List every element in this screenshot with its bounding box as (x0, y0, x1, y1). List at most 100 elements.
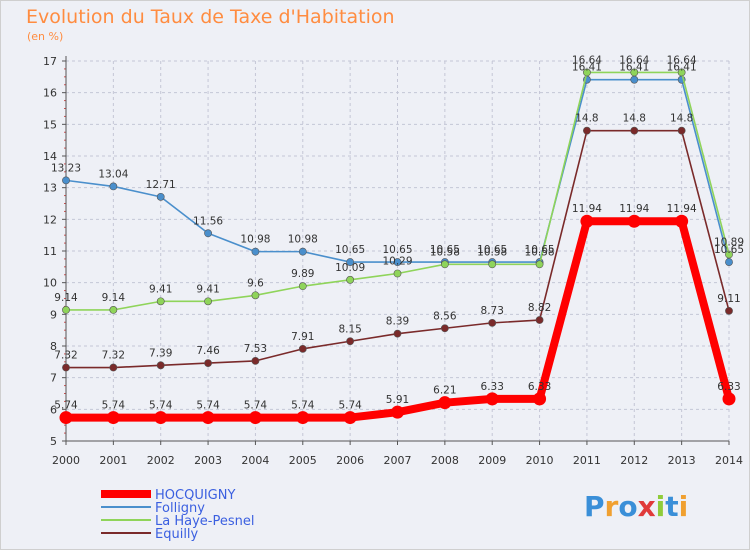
data-point (156, 192, 165, 201)
data-point (438, 396, 452, 410)
data-label: 10.65 (335, 244, 365, 256)
legend-label: Equilly (155, 527, 199, 542)
data-label: 14.8 (575, 113, 598, 125)
y-tick-label: 8 (50, 340, 57, 353)
proxiti-logo: Proxiti (584, 490, 689, 523)
data-label: 10.29 (382, 255, 412, 267)
data-point (627, 214, 641, 228)
x-tick-label: 2014 (715, 454, 743, 467)
x-tick-label: 2005 (289, 454, 317, 467)
data-label: 7.39 (149, 347, 172, 359)
data-label: 9.11 (717, 293, 740, 305)
data-point (346, 258, 355, 266)
y-tick-label: 12 (43, 213, 57, 226)
data-point (440, 260, 449, 269)
data-label: 5.74 (149, 400, 173, 412)
data-point (298, 247, 307, 256)
y-tick-label: 16 (43, 87, 57, 100)
data-label: 9.14 (102, 292, 126, 304)
x-tick-label: 2001 (99, 454, 127, 467)
x-tick-label: 2008 (431, 454, 459, 467)
data-point (393, 258, 402, 266)
data-label: 5.91 (386, 394, 409, 406)
data-label: 7.53 (244, 343, 267, 355)
data-point (298, 282, 307, 291)
data-label: 5.74 (244, 400, 268, 412)
data-label: 16.64 (619, 54, 649, 66)
data-label: 8.39 (386, 316, 409, 328)
data-point (488, 318, 497, 327)
legend-label: Folligny (155, 501, 205, 516)
x-tick-label: 2006 (336, 454, 364, 467)
x-tick-label: 2009 (478, 454, 506, 467)
y-tick-label: 10 (43, 277, 57, 290)
data-label: 8.56 (433, 310, 457, 322)
data-point (630, 126, 639, 135)
data-label: 10.09 (335, 262, 365, 274)
data-label: 10.58 (525, 246, 555, 258)
data-label: 10.65 (382, 244, 412, 256)
legend-label: La Haye-Pesnel (155, 514, 254, 529)
x-tick-label: 2003 (194, 454, 222, 467)
data-label: 7.91 (291, 331, 314, 343)
data-label: 9.6 (247, 277, 264, 289)
data-point (251, 247, 260, 256)
data-point (580, 214, 594, 228)
x-tick-label: 2000 (52, 454, 80, 467)
chart-unit-label: (en %) (27, 30, 64, 43)
data-label: 5.74 (291, 400, 315, 412)
data-point (440, 324, 449, 333)
data-label: 7.46 (196, 345, 220, 357)
x-tick-label: 2011 (573, 454, 601, 467)
data-label: 6.33 (481, 381, 504, 393)
data-point (675, 214, 689, 228)
data-point (722, 392, 736, 406)
y-tick-label: 14 (43, 150, 57, 163)
x-tick-label: 2010 (526, 454, 554, 467)
data-label: 14.8 (623, 113, 646, 125)
data-point (393, 329, 402, 338)
data-label: 9.89 (291, 268, 314, 280)
data-point (677, 68, 686, 77)
data-label: 8.82 (528, 302, 551, 314)
x-tick-label: 2012 (620, 454, 648, 467)
data-label: 16.41 (572, 62, 602, 74)
data-point (62, 305, 70, 314)
data-label: 11.94 (572, 203, 602, 215)
data-label: 11.94 (667, 203, 697, 215)
chart-title: Evolution du Taux de Taxe d'Habitation (26, 6, 395, 28)
y-tick-label: 7 (50, 372, 57, 385)
data-label: 11.94 (619, 203, 649, 215)
data-point (391, 405, 404, 419)
data-label: 5.74 (338, 400, 362, 412)
data-label: 10.98 (240, 234, 270, 246)
data-label: 16.41 (619, 62, 649, 74)
data-point (630, 68, 639, 77)
data-point (583, 68, 591, 77)
data-point (677, 126, 686, 135)
data-label: 7.32 (102, 350, 125, 362)
data-point (535, 260, 544, 269)
data-label: 8.15 (338, 323, 361, 335)
x-tick-label: 2002 (147, 454, 175, 467)
y-tick-label: 5 (50, 435, 57, 448)
y-tick-label: 11 (43, 245, 57, 258)
y-tick-label: 13 (43, 182, 57, 195)
x-tick-label: 2007 (384, 454, 412, 467)
data-label: 10.65 (477, 244, 507, 256)
data-point (62, 363, 70, 372)
data-point (725, 306, 733, 315)
data-label: 9.14 (54, 292, 78, 304)
data-point (725, 258, 733, 266)
data-label: 12.71 (146, 179, 176, 191)
data-label: 7.32 (54, 350, 77, 362)
data-point (343, 411, 357, 425)
data-point (106, 411, 120, 425)
data-point (62, 176, 70, 185)
data-point (201, 411, 215, 425)
data-point (393, 269, 402, 278)
legend-label: HOCQUIGNY (155, 488, 235, 503)
data-label: 16.41 (667, 62, 697, 74)
